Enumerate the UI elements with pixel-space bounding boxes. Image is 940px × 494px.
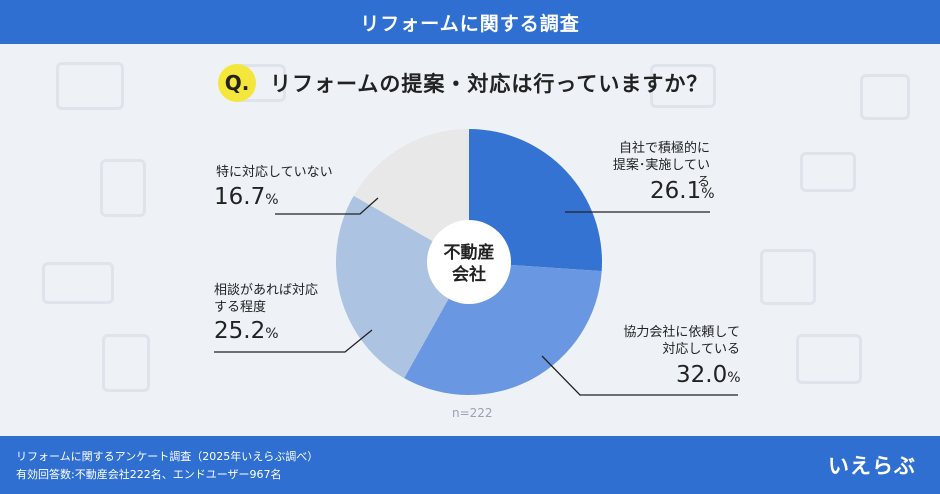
slice-label-2-line1: 協力会社に依頼して bbox=[623, 325, 740, 340]
pie-center-hole bbox=[427, 220, 511, 304]
video-icon bbox=[796, 334, 862, 384]
leader-line-2 bbox=[541, 355, 738, 396]
mail-icon bbox=[800, 152, 856, 192]
sample-size-note: n=222 bbox=[452, 406, 493, 420]
pie-slice-1 bbox=[469, 129, 602, 272]
question-heading: Q. リフォームの提案・対応は行っていますか？ bbox=[218, 64, 708, 102]
header-bar: リフォームに関する調査 bbox=[0, 0, 940, 44]
slice-value-2-number: 32.0 bbox=[676, 362, 728, 388]
question-badge: Q. bbox=[218, 64, 256, 102]
slice-value-4-unit: % bbox=[265, 192, 279, 208]
money-icon bbox=[42, 262, 114, 304]
slice-label-1: 自社で積極的に 提案･実施している bbox=[600, 140, 710, 191]
slice-value-1-number: 26.1 bbox=[650, 178, 702, 204]
center-label-line1: 不動産 bbox=[444, 242, 495, 263]
leader-line-4 bbox=[275, 197, 379, 215]
slice-value-3: 25.2% bbox=[214, 318, 279, 344]
cloud-icon bbox=[860, 74, 910, 120]
pie-slice-4 bbox=[353, 129, 469, 262]
footer-source: リフォームに関するアンケート調査（2025年いえらぶ調べ） bbox=[16, 450, 319, 463]
slice-label-3: 相談があれば対応 する程度 bbox=[214, 282, 318, 316]
document-icon bbox=[102, 334, 150, 392]
calendar-icon bbox=[760, 249, 816, 305]
footer-respondents: 有効回答数:不動産会社222名、エンドユーザー967名 bbox=[16, 468, 282, 481]
slice-label-1-line1: 自社で積極的に bbox=[618, 141, 710, 156]
slice-label-2: 協力会社に依頼して 対応している bbox=[600, 324, 740, 358]
building-icon bbox=[100, 159, 146, 217]
slice-value-3-unit: % bbox=[265, 326, 279, 342]
slice-label-3-line2: する程度 bbox=[214, 300, 267, 315]
slice-value-1-unit: % bbox=[701, 186, 715, 202]
slice-label-1-line2: 提案･実施している bbox=[612, 158, 710, 190]
slice-value-2-unit: % bbox=[727, 370, 741, 386]
laptop-icon bbox=[56, 62, 124, 110]
slice-value-4-number: 16.7 bbox=[214, 184, 266, 210]
slice-label-2-line2: 対応している bbox=[662, 342, 740, 357]
slice-value-2: 32.0% bbox=[676, 362, 741, 388]
header-title: リフォームに関する調査 bbox=[360, 12, 580, 35]
slice-value-4: 16.7% bbox=[214, 184, 279, 210]
slice-label-4: 特に対応していない bbox=[216, 164, 333, 181]
slice-value-1: 26.1% bbox=[650, 178, 715, 204]
center-label-line2: 会社 bbox=[452, 264, 486, 285]
card-icon bbox=[650, 64, 716, 108]
slice-label-3-line1: 相談があれば対応 bbox=[214, 283, 319, 298]
brand-logo: いえらぶ bbox=[828, 454, 916, 478]
slice-value-3-number: 25.2 bbox=[214, 318, 266, 344]
leader-line-3 bbox=[214, 329, 373, 353]
question-text: リフォームの提案・対応は行っていますか？ bbox=[270, 72, 709, 96]
slice-label-4-line1: 特に対応していない bbox=[216, 165, 333, 180]
footer-bar: リフォームに関するアンケート調査（2025年いえらぶ調べ） 有効回答数:不動産会… bbox=[0, 436, 940, 494]
